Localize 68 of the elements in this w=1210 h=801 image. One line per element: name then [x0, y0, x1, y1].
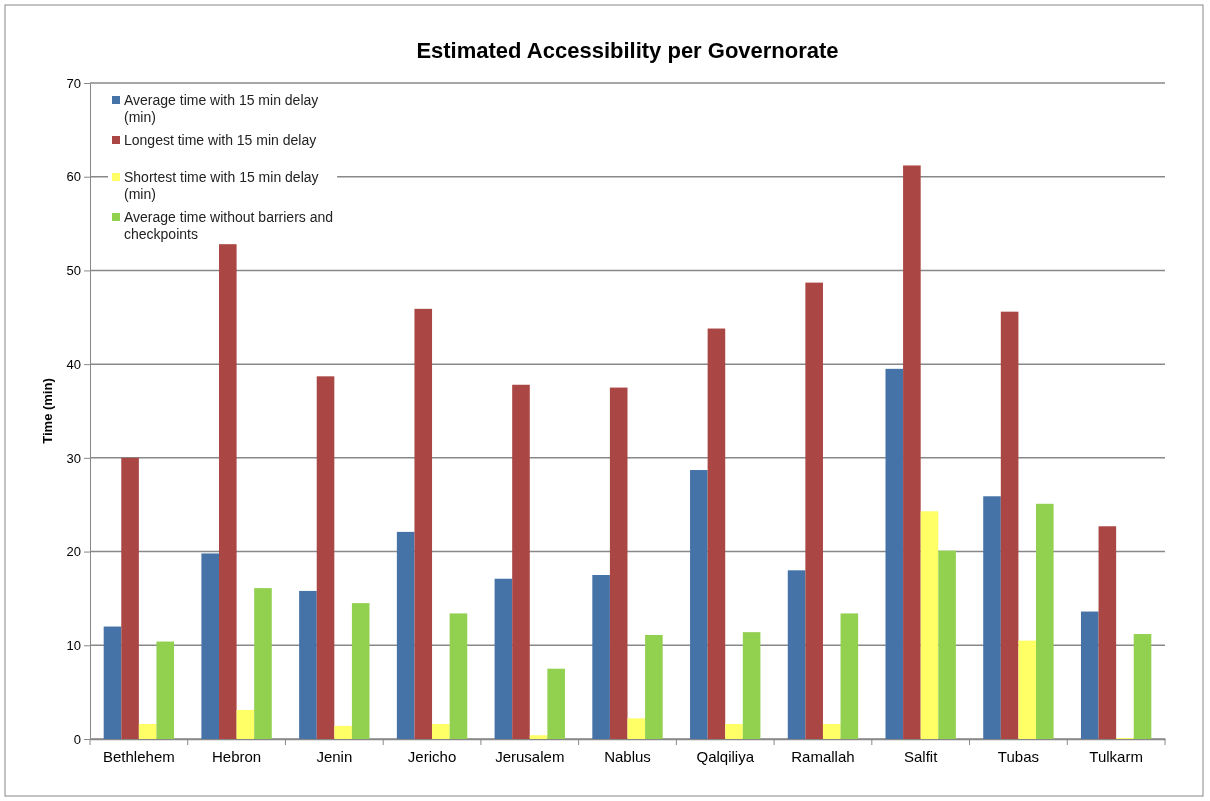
bar [805, 282, 823, 739]
bar [449, 613, 468, 739]
y-tick-label: 40 [66, 356, 81, 372]
x-tick-label: Nablus [604, 747, 651, 765]
bar [592, 575, 610, 739]
bar [983, 496, 1001, 739]
x-tick-label: Qalqiliya [696, 747, 755, 765]
y-tick-label: 10 [66, 637, 81, 653]
bar [1098, 526, 1117, 739]
bar [645, 634, 663, 739]
x-tick-label: Salfit [904, 747, 939, 765]
legend-label: Average time without barriers and checkpoints [124, 209, 334, 242]
bar [529, 735, 548, 739]
x-tick-label: Ramallah [791, 747, 855, 765]
bar [138, 724, 157, 739]
bar [840, 613, 859, 739]
x-tick-label: Tubas [997, 747, 1039, 765]
y-tick-label: 60 [66, 169, 81, 185]
bar [121, 457, 139, 739]
bar [707, 328, 726, 739]
bar [609, 387, 628, 739]
bar [316, 376, 335, 739]
legend-label: Longest time with 15 min delay [124, 132, 317, 148]
legend-label: Average time with 15 min delay (min) [124, 92, 319, 125]
bar [885, 368, 904, 739]
bar [299, 590, 317, 739]
bar [725, 724, 743, 739]
bar [690, 470, 708, 739]
chart-title: Estimated Accessibility per Governorate [416, 38, 839, 63]
bar [1133, 634, 1152, 739]
bar [627, 718, 646, 739]
bar [351, 603, 370, 739]
bar [742, 632, 761, 739]
y-tick-label: 70 [66, 75, 81, 91]
x-tick-label: Jericho [407, 747, 457, 765]
bar [156, 641, 175, 739]
y-tick-label: 0 [73, 731, 81, 747]
x-tick-label: Tulkarm [1089, 747, 1143, 765]
bar [414, 308, 433, 739]
y-tick-label: 50 [66, 263, 81, 279]
bar [103, 626, 122, 739]
bar [254, 588, 272, 739]
bar [1036, 503, 1054, 739]
x-tick-label: Jenin [316, 747, 353, 765]
legend-label: Shortest time with 15 min delay (min) [124, 169, 319, 202]
x-tick-label: Hebron [211, 747, 262, 765]
bar [236, 709, 255, 739]
y-tick-label: 20 [66, 544, 81, 560]
bar [938, 550, 956, 739]
bar [1000, 311, 1019, 739]
bar [903, 165, 921, 739]
bar [547, 668, 565, 739]
bar [1080, 611, 1099, 739]
bar [219, 244, 237, 739]
bar [201, 553, 219, 739]
bar [822, 724, 841, 739]
y-axis-title: Time (min) [40, 378, 55, 444]
bar [432, 724, 450, 739]
x-tick-label: Bethlehem [103, 747, 175, 765]
bar [920, 511, 939, 739]
y-tick-label: 30 [66, 450, 81, 466]
bar [512, 384, 530, 739]
bar [1018, 640, 1036, 739]
bar [787, 570, 806, 739]
x-tick-label: Jerusalem [495, 747, 565, 765]
bar [494, 578, 513, 739]
bar [334, 725, 352, 739]
bar [396, 531, 415, 739]
